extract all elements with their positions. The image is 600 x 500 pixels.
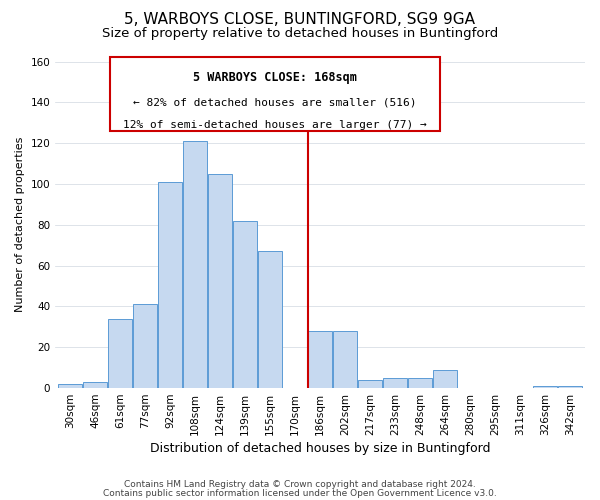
Text: 12% of semi-detached houses are larger (77) →: 12% of semi-detached houses are larger (… <box>123 120 427 130</box>
Text: Contains HM Land Registry data © Crown copyright and database right 2024.: Contains HM Land Registry data © Crown c… <box>124 480 476 489</box>
Bar <box>383 378 407 388</box>
Bar <box>108 318 132 388</box>
Bar <box>433 370 457 388</box>
X-axis label: Distribution of detached houses by size in Buntingford: Distribution of detached houses by size … <box>150 442 490 455</box>
Bar <box>258 252 282 388</box>
Text: 5 WARBOYS CLOSE: 168sqm: 5 WARBOYS CLOSE: 168sqm <box>193 72 357 85</box>
Bar <box>233 220 257 388</box>
Y-axis label: Number of detached properties: Number of detached properties <box>15 137 25 312</box>
Bar <box>208 174 232 388</box>
Text: 5, WARBOYS CLOSE, BUNTINGFORD, SG9 9GA: 5, WARBOYS CLOSE, BUNTINGFORD, SG9 9GA <box>125 12 476 28</box>
Text: ← 82% of detached houses are smaller (516): ← 82% of detached houses are smaller (51… <box>133 98 417 108</box>
Bar <box>158 182 182 388</box>
Bar <box>58 384 82 388</box>
Bar <box>408 378 432 388</box>
Bar <box>83 382 107 388</box>
Bar <box>533 386 557 388</box>
Bar <box>358 380 382 388</box>
Bar <box>333 331 357 388</box>
Bar <box>183 141 207 388</box>
Bar <box>558 386 582 388</box>
Text: Contains public sector information licensed under the Open Government Licence v3: Contains public sector information licen… <box>103 488 497 498</box>
Text: Size of property relative to detached houses in Buntingford: Size of property relative to detached ho… <box>102 28 498 40</box>
Bar <box>133 304 157 388</box>
Bar <box>308 331 332 388</box>
FancyBboxPatch shape <box>110 58 440 131</box>
